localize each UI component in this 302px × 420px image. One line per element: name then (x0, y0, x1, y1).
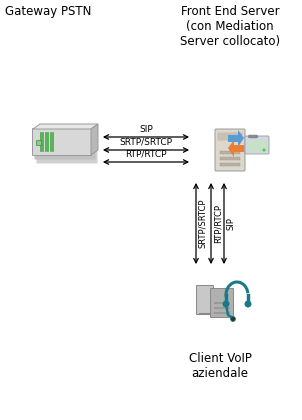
FancyBboxPatch shape (220, 151, 240, 154)
Text: SIP: SIP (139, 124, 153, 134)
Text: RTP/RTCP: RTP/RTCP (214, 204, 223, 243)
Polygon shape (228, 130, 244, 147)
Text: Front End Server
(con Mediation
Server collocato): Front End Server (con Mediation Server c… (180, 5, 280, 48)
FancyBboxPatch shape (247, 140, 267, 152)
FancyBboxPatch shape (220, 163, 240, 166)
Circle shape (223, 300, 230, 307)
Text: SIP: SIP (226, 217, 236, 230)
Text: Client VoIP
aziendale: Client VoIP aziendale (188, 352, 252, 380)
Text: RTP/RTCP: RTP/RTCP (125, 150, 167, 158)
Circle shape (245, 300, 252, 307)
Circle shape (262, 149, 265, 152)
FancyBboxPatch shape (214, 307, 230, 309)
FancyBboxPatch shape (220, 157, 240, 160)
FancyBboxPatch shape (214, 312, 230, 314)
Text: SRTP/SRTCP: SRTP/SRTCP (198, 199, 207, 248)
FancyBboxPatch shape (36, 140, 41, 145)
FancyBboxPatch shape (37, 134, 98, 163)
Polygon shape (91, 124, 98, 155)
Text: Gateway PSTN: Gateway PSTN (5, 5, 92, 18)
FancyBboxPatch shape (34, 131, 95, 160)
FancyBboxPatch shape (33, 129, 92, 155)
FancyBboxPatch shape (217, 132, 243, 141)
FancyBboxPatch shape (214, 302, 230, 304)
Circle shape (230, 317, 236, 321)
Text: SRTP/SRTCP: SRTP/SRTCP (120, 137, 172, 147)
Polygon shape (228, 140, 244, 157)
FancyBboxPatch shape (245, 136, 269, 154)
FancyBboxPatch shape (210, 289, 233, 318)
Polygon shape (33, 124, 98, 129)
FancyBboxPatch shape (197, 286, 214, 315)
FancyBboxPatch shape (215, 129, 245, 171)
